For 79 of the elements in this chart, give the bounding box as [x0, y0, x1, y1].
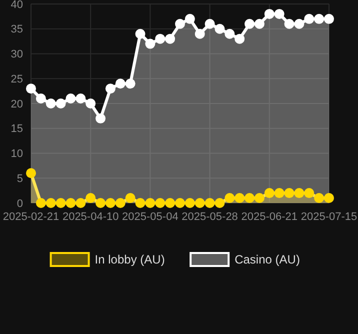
- point: [274, 188, 284, 198]
- y-tick-label: 10: [10, 148, 23, 160]
- point: [115, 78, 126, 89]
- point: [96, 198, 106, 208]
- point: [194, 28, 205, 39]
- x-tick-label: 2025-02-21: [2, 211, 60, 223]
- point: [294, 188, 304, 198]
- point: [304, 14, 314, 24]
- point: [135, 28, 146, 39]
- point: [194, 198, 205, 208]
- point: [56, 98, 66, 108]
- y-tick-label: 15: [10, 123, 23, 136]
- y-tick-label: 25: [10, 73, 23, 86]
- point: [26, 84, 36, 94]
- point: [36, 94, 46, 104]
- y-tick-label: 20: [10, 98, 23, 110]
- point: [165, 34, 176, 44]
- point: [66, 198, 76, 208]
- point: [284, 18, 294, 29]
- point: [324, 193, 334, 204]
- legend-label: Casino (AU): [234, 252, 300, 267]
- point: [175, 198, 185, 208]
- point: [46, 198, 56, 208]
- y-tick-label: 30: [10, 48, 23, 61]
- point: [234, 34, 245, 44]
- point: [274, 8, 284, 19]
- point: [224, 193, 235, 204]
- point: [254, 193, 264, 204]
- point: [155, 34, 166, 44]
- point: [125, 193, 136, 204]
- point: [184, 14, 195, 24]
- point: [135, 198, 146, 208]
- point: [46, 98, 56, 108]
- point: [224, 28, 235, 39]
- point: [125, 78, 136, 89]
- point: [204, 198, 215, 208]
- y-tick-label: 5: [16, 172, 23, 185]
- point: [86, 98, 96, 108]
- point: [284, 188, 294, 198]
- point: [66, 94, 76, 104]
- y-tick-label: 0: [16, 198, 23, 210]
- point: [175, 18, 185, 29]
- point: [314, 193, 324, 204]
- x-tick-label: 2025-05-28: [182, 211, 238, 223]
- point: [234, 193, 245, 204]
- point: [244, 18, 255, 29]
- x-tick-label: 2025-05-04: [122, 211, 178, 223]
- point: [145, 198, 156, 208]
- point: [204, 18, 215, 29]
- point: [304, 188, 314, 198]
- point: [324, 14, 334, 24]
- x-tick-label: 2025-07-15: [300, 211, 358, 223]
- point: [105, 84, 116, 94]
- point: [264, 188, 274, 198]
- point: [244, 193, 255, 204]
- y-tick-label: 40: [10, 0, 23, 11]
- point: [314, 14, 324, 24]
- point: [155, 198, 166, 208]
- legend-label: In lobby (AU): [94, 252, 165, 267]
- point: [26, 168, 36, 178]
- point: [36, 198, 46, 208]
- point: [264, 8, 274, 19]
- point: [76, 94, 86, 104]
- point: [165, 198, 176, 208]
- point: [214, 24, 225, 34]
- point: [254, 18, 264, 29]
- point: [115, 198, 126, 208]
- point: [105, 198, 116, 208]
- point: [96, 113, 106, 124]
- point: [294, 18, 304, 29]
- point: [56, 198, 66, 208]
- x-tick-label: 2025-06-21: [241, 211, 298, 223]
- point: [86, 193, 96, 204]
- point: [184, 198, 195, 208]
- point: [214, 198, 225, 208]
- y-tick-label: 35: [10, 24, 23, 36]
- point: [76, 198, 86, 208]
- x-tick-label: 2025-04-10: [62, 211, 119, 223]
- point: [145, 38, 156, 49]
